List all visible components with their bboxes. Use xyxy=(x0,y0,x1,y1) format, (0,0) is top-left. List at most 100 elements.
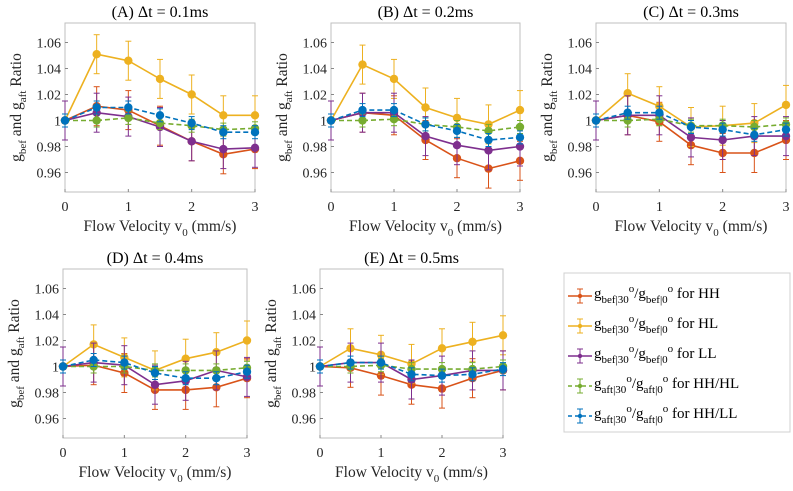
legend-entry: gbef|30o/gbef|0o for LL xyxy=(568,343,717,366)
data-point xyxy=(686,122,696,132)
x-tick-label: 3 xyxy=(500,446,507,461)
data-point xyxy=(623,116,632,125)
data-point xyxy=(623,108,632,117)
data-point xyxy=(155,111,165,120)
x-tick-label: 0 xyxy=(60,446,67,461)
legend-entry: gbef|30o/gbef|0o for HL xyxy=(568,313,718,336)
data-point xyxy=(250,143,260,152)
panel-title: (A) Δt = 0.1ms xyxy=(112,4,209,21)
legend-label: gbef|30o/gbef|0o for HL xyxy=(594,313,718,336)
legend-marker xyxy=(577,353,583,359)
data-point xyxy=(498,331,508,340)
data-point xyxy=(120,358,129,367)
x-tick-label: 1 xyxy=(378,446,385,461)
legend-entry: gaft|30o/gaft|0o for HH/HL xyxy=(568,373,739,396)
y-tick-label: 1 xyxy=(52,361,59,376)
data-point xyxy=(421,120,430,129)
y-axis-label: gbef and gaft Ratio xyxy=(6,299,27,408)
data-point xyxy=(484,135,493,145)
data-point xyxy=(498,364,508,374)
legend: gbef|30o/gbef|0o for HH gbef|30o/gbef|0o … xyxy=(563,272,791,433)
y-tick-label: 1.04 xyxy=(35,309,60,324)
data-point xyxy=(155,118,165,128)
panel-c: (C) Δt = 0.3ms 0.96 0.98 1 1.02 1.04 1.06 0 1 2 3F… xyxy=(539,4,791,239)
x-axis-label: Flow Velocity v0 (mm/s) xyxy=(335,464,488,485)
y-tick-label: 1.06 xyxy=(35,283,60,298)
data-point xyxy=(219,128,228,137)
panel-title: (E) Δt = 0.5ms xyxy=(364,250,459,267)
y-tick-label: 1.02 xyxy=(568,89,593,104)
data-point xyxy=(181,374,190,383)
y-tick-label: 1.02 xyxy=(303,89,328,104)
x-tick-label: 2 xyxy=(719,200,726,215)
data-point xyxy=(515,122,525,132)
legend-label: gaft|30o/gaft|0o for HH/LL xyxy=(594,403,737,426)
legend-marker xyxy=(577,383,583,389)
y-tick-label: 1.06 xyxy=(568,37,593,52)
x-tick-label: 0 xyxy=(593,200,600,215)
x-axis-label: Flow Velocity v0 (mm/s) xyxy=(84,218,237,239)
x-tick-label: 3 xyxy=(517,200,524,215)
y-axis-label: gbef and gaft Ratio xyxy=(274,53,295,162)
x-tick-label: 0 xyxy=(317,446,324,461)
data-point xyxy=(250,111,260,120)
data-point xyxy=(437,371,447,380)
data-point xyxy=(358,105,367,115)
y-tick-label: 1.04 xyxy=(303,63,328,78)
legend-marker xyxy=(577,323,583,329)
panel-title: (D) Δt = 0.4ms xyxy=(107,250,204,267)
data-point xyxy=(407,370,416,379)
data-point xyxy=(58,362,68,371)
data-point xyxy=(376,358,386,367)
x-tick-label: 2 xyxy=(439,446,446,461)
y-tick-label: 1.02 xyxy=(37,89,62,104)
data-point xyxy=(155,74,165,84)
y-tick-label: 1.06 xyxy=(37,37,62,52)
y-axis-label: gbef and gaft Ratio xyxy=(539,53,560,162)
data-point xyxy=(468,370,477,379)
y-tick-label: 1.02 xyxy=(292,335,317,350)
data-point xyxy=(181,366,190,375)
y-tick-label: 0.96 xyxy=(292,413,317,428)
data-point xyxy=(92,116,101,125)
y-tick-label: 0.98 xyxy=(292,387,317,402)
x-axis-label: Flow Velocity v0 (mm/s) xyxy=(349,218,502,239)
data-point xyxy=(124,56,133,65)
y-tick-label: 0.96 xyxy=(37,167,62,182)
data-point xyxy=(750,130,759,139)
data-point xyxy=(686,133,696,142)
x-tick-label: 3 xyxy=(252,200,259,215)
panel-b: (B) Δt = 0.2ms 0.96 0.98 1 1.02 1.04 1.06 0 1 2 3F… xyxy=(274,4,525,239)
legend-box xyxy=(563,272,791,433)
x-tick-label: 1 xyxy=(656,200,663,215)
y-tick-label: 1.04 xyxy=(568,63,593,78)
series-hh-ll xyxy=(326,103,525,147)
y-tick-label: 1 xyxy=(54,115,61,130)
data-point xyxy=(421,131,430,141)
data-point xyxy=(212,366,221,375)
data-point xyxy=(250,128,260,137)
data-point xyxy=(124,103,133,112)
data-point xyxy=(655,108,664,117)
data-point xyxy=(468,337,477,346)
data-point xyxy=(315,362,325,371)
x-tick-label: 1 xyxy=(391,200,398,215)
y-tick-label: 0.98 xyxy=(303,141,328,156)
data-point xyxy=(346,358,355,367)
x-tick-label: 0 xyxy=(62,200,69,215)
series-hh-ll xyxy=(60,100,260,140)
legend-label: gbef|30o/gbef|0o for HH xyxy=(594,283,720,306)
series-hh-ll xyxy=(58,353,252,386)
data-point xyxy=(591,116,601,125)
data-point xyxy=(452,141,462,150)
data-point xyxy=(124,113,133,123)
data-point xyxy=(484,146,493,155)
x-axis-label: Flow Velocity v0 (mm/s) xyxy=(615,218,768,239)
y-tick-label: 0.98 xyxy=(37,141,62,156)
data-point xyxy=(718,125,727,134)
data-point xyxy=(242,367,252,376)
x-tick-label: 1 xyxy=(125,200,132,215)
series-hh-ll xyxy=(591,105,791,142)
data-point xyxy=(421,103,430,112)
y-tick-label: 1.02 xyxy=(35,335,60,350)
